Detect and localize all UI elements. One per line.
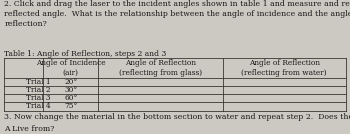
Text: Trial 3: Trial 3	[26, 94, 50, 102]
Text: Angle of Reflection
(reflecting from water): Angle of Reflection (reflecting from wat…	[241, 59, 327, 77]
Text: Angle of Incidence
(air): Angle of Incidence (air)	[36, 59, 106, 77]
Text: Trial 1: Trial 1	[26, 78, 50, 86]
Text: A Live from?: A Live from?	[4, 125, 55, 133]
Text: 2. Click and drag the laser to the incident angles shown in table 1 and measure : 2. Click and drag the laser to the incid…	[4, 0, 350, 28]
Text: Angle of Reflection
(reflecting from glass): Angle of Reflection (reflecting from gla…	[119, 59, 202, 77]
Text: 75°: 75°	[64, 103, 77, 111]
Text: Trial 2: Trial 2	[26, 86, 50, 94]
Text: Trial 4: Trial 4	[26, 103, 50, 111]
Text: 30°: 30°	[64, 86, 77, 94]
Text: Table 1: Angle of Reflection, steps 2 and 3: Table 1: Angle of Reflection, steps 2 an…	[4, 50, 167, 58]
Text: 60°: 60°	[64, 94, 77, 102]
Text: 3. Now change the material in the bottom section to water and repeat step 2.  Do: 3. Now change the material in the bottom…	[4, 113, 350, 121]
Text: 20°: 20°	[64, 78, 77, 86]
